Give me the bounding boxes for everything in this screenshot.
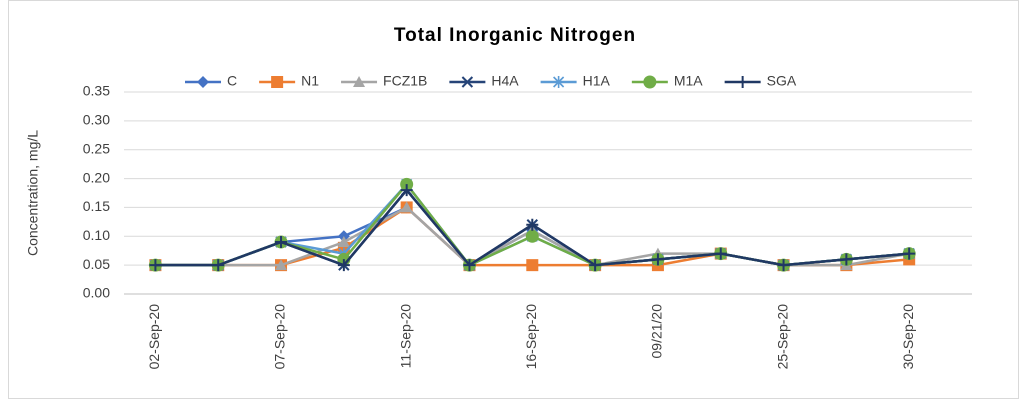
marker [553, 76, 565, 88]
x-tick-label: 16-Sep-20 [523, 304, 539, 370]
marker [525, 229, 539, 243]
x-tick-label: 09/21/20 [649, 304, 665, 359]
y-tick-label: 0.15 [83, 198, 110, 214]
marker [271, 76, 284, 88]
marker [643, 75, 657, 89]
marker [736, 76, 749, 88]
marker [337, 259, 350, 272]
marker [337, 236, 350, 248]
marker [212, 259, 225, 272]
marker [149, 259, 162, 272]
marker [714, 247, 727, 260]
y-tick-label: 0.25 [83, 140, 110, 156]
marker [526, 218, 539, 231]
x-tick-label: 30-Sep-20 [900, 304, 916, 370]
chart-title: Total Inorganic Nitrogen [394, 25, 636, 46]
x-tick-label: 02-Sep-20 [146, 304, 162, 370]
marker [353, 76, 366, 87]
legend-label: FCZ1B [383, 73, 427, 89]
marker [651, 253, 664, 266]
x-tick-label: 11-Sep-20 [397, 304, 413, 369]
legend-label: H1A [583, 73, 611, 89]
y-tick-label: 0.30 [83, 112, 110, 128]
y-axis-label: Concentration, mg/L [25, 130, 41, 256]
legend-label: N1 [301, 73, 319, 89]
marker [275, 236, 288, 249]
legend-label: SGA [767, 73, 797, 89]
marker [589, 259, 602, 272]
x-tick-label: 07-Sep-20 [272, 304, 288, 370]
y-tick-label: 0.00 [83, 285, 110, 301]
marker [463, 259, 476, 272]
legend-label: H4A [491, 73, 519, 89]
marker [777, 259, 790, 272]
y-tick-label: 0.35 [83, 83, 110, 99]
legend-label: C [227, 73, 237, 89]
marker [275, 259, 288, 271]
x-tick-label: 25-Sep-20 [774, 304, 790, 370]
y-tick-label: 0.05 [83, 256, 110, 272]
chart-border [8, 0, 1019, 399]
marker [461, 76, 474, 88]
marker [400, 184, 413, 197]
marker [526, 259, 539, 272]
marker [400, 201, 413, 213]
marker [903, 247, 916, 260]
legend-label: M1A [674, 73, 703, 89]
marker [840, 253, 853, 266]
y-tick-label: 0.10 [83, 227, 110, 243]
marker [197, 76, 209, 88]
y-tick-label: 0.20 [83, 169, 110, 185]
